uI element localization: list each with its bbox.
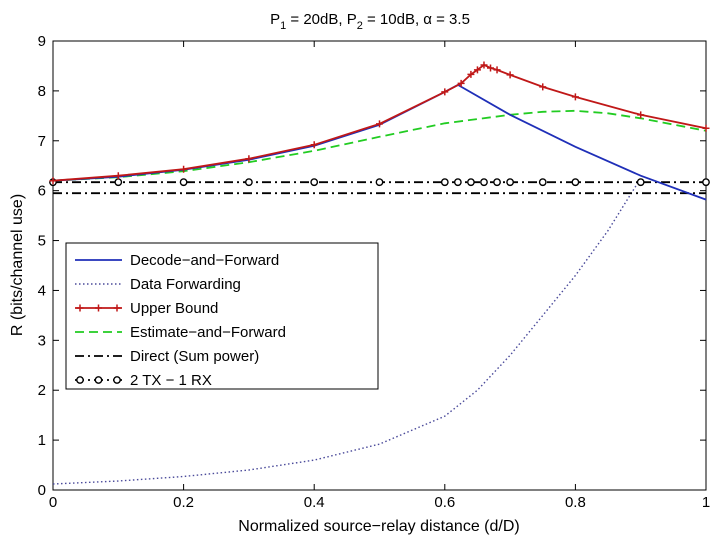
x-tick-label: 1	[702, 494, 710, 511]
x-tick-label: 0	[49, 494, 57, 511]
x-axis-ticks: 0 0.2 0.4 0.6 0.8 1	[49, 41, 710, 511]
chart-title: P1 = 20dB, P2 = 10dB, α = 3.5	[270, 11, 470, 32]
series-line	[52, 63, 707, 182]
data-point	[702, 124, 710, 132]
x-tick-label: 0.4	[304, 494, 325, 511]
legend-marker	[113, 376, 121, 384]
y-tick-label: 5	[38, 233, 46, 250]
data-point	[473, 66, 481, 74]
legend-label-data-forwarding: Data Forwarding	[130, 276, 241, 293]
series-upper-bound	[49, 61, 710, 185]
y-tick-label: 6	[38, 183, 46, 200]
data-point	[493, 178, 501, 187]
y-tick-label: 7	[38, 133, 46, 150]
series-line	[52, 177, 642, 485]
data-point	[453, 178, 462, 187]
y-tick-label: 8	[38, 83, 46, 100]
data-point	[180, 165, 188, 173]
legend-label-2-tx-1-rx: 2 TX − 1 RX	[130, 372, 212, 389]
data-point	[538, 178, 547, 187]
legend-marker	[95, 304, 102, 312]
data-point	[310, 178, 319, 187]
data-point	[467, 70, 475, 78]
legend-label-upper-bound: Upper Bound	[130, 300, 218, 317]
data-point	[487, 64, 495, 72]
legend-label-direct-sum-power: Direct (Sum power)	[130, 348, 259, 365]
data-point	[244, 178, 253, 187]
data-point	[310, 141, 318, 149]
series-2-tx-1-rx	[49, 178, 710, 187]
data-point	[49, 177, 57, 185]
series-data-forwarding	[52, 177, 642, 485]
x-tick-label: 0.2	[173, 494, 194, 511]
data-point	[637, 111, 645, 119]
legend-box	[65, 242, 379, 390]
y-tick-label: 4	[38, 282, 46, 299]
data-point	[179, 178, 188, 187]
data-point	[114, 172, 122, 180]
y-tick-label: 3	[38, 332, 46, 349]
y-tick-label: 0	[38, 482, 46, 499]
data-point	[506, 71, 514, 79]
data-point	[114, 178, 123, 187]
x-tick-label: 0.6	[434, 494, 455, 511]
data-point	[571, 93, 579, 101]
data-point	[571, 178, 580, 187]
x-tick-label: 0.8	[565, 494, 586, 511]
data-point	[375, 178, 384, 187]
data-point	[636, 178, 645, 187]
data-point	[539, 83, 547, 91]
y-axis-ticks: 0 1 2 3 4 5 6 7 8 9	[38, 33, 706, 499]
legend-marker	[94, 376, 103, 384]
data-point	[506, 178, 514, 187]
y-tick-label: 1	[38, 432, 46, 449]
data-point	[480, 178, 488, 187]
legend-marker	[76, 376, 84, 384]
y-axis-label: R (bits/channel use)	[9, 194, 26, 336]
data-point	[702, 178, 710, 187]
data-point	[457, 79, 465, 87]
plot-frame	[52, 40, 707, 491]
legend-marker	[113, 304, 121, 312]
data-point	[440, 178, 449, 187]
data-point	[376, 120, 383, 128]
x-axis-label: Normalized source−relay distance (d/D)	[238, 518, 519, 535]
data-point	[245, 155, 253, 163]
y-tick-label: 2	[38, 382, 46, 399]
legend-label-decode-and-forward: Decode−and−Forward	[130, 252, 279, 269]
series-group	[49, 61, 710, 485]
data-point	[441, 88, 449, 96]
data-point	[467, 178, 475, 187]
legend-label-estimate-and-forward: Estimate−and−Forward	[130, 324, 286, 341]
data-point	[493, 66, 501, 74]
legend-marker	[76, 304, 84, 312]
data-point	[480, 61, 488, 69]
y-tick-label: 9	[38, 33, 46, 50]
legend: Decode−and−Forward Data Forwarding Upper B…	[65, 242, 379, 390]
